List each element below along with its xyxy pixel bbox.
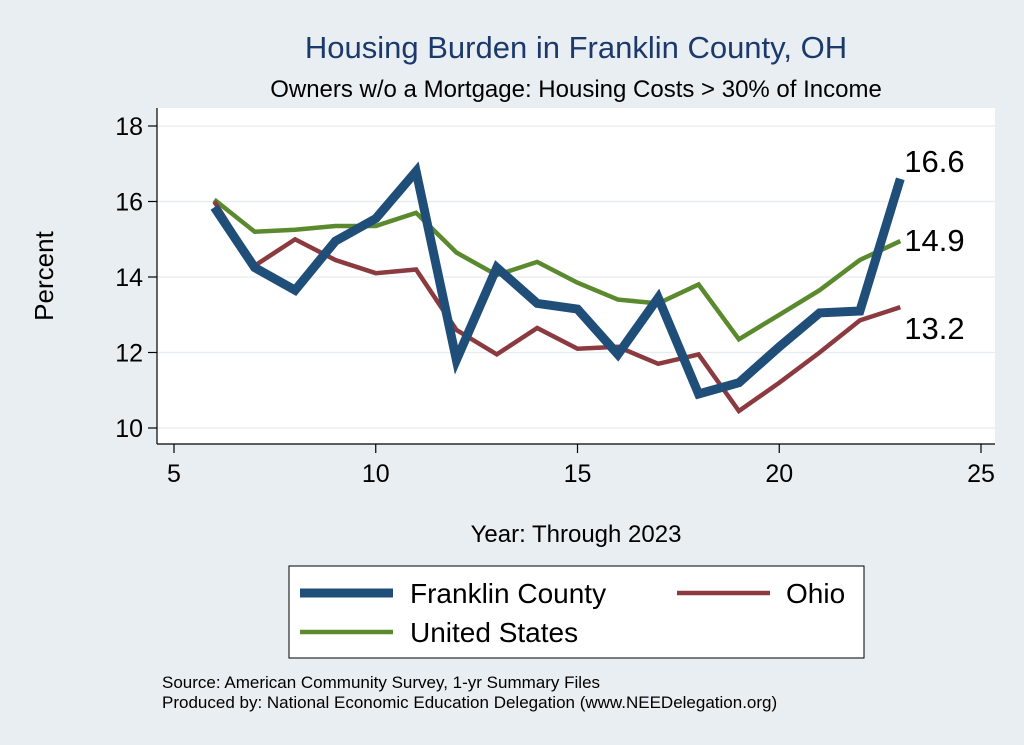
legend-box <box>288 565 865 659</box>
legend-label-united-states: United States <box>410 617 578 648</box>
x-axis-label: Year: Through 2023 <box>471 521 682 548</box>
producer-note: Produced by: National Economic Education… <box>162 693 777 712</box>
grid <box>157 125 995 429</box>
end-label-united-states: 14.9 <box>904 223 964 258</box>
x-tick-label: 15 <box>564 460 592 488</box>
y-axis-label: Percent <box>29 230 59 320</box>
y-tick-label: 12 <box>115 340 143 368</box>
legend-label-franklin-county: Franklin County <box>410 578 606 609</box>
x-tick-label: 5 <box>167 460 181 488</box>
axes: 10 12 14 16 18 5 10 15 20 25 <box>115 108 995 488</box>
series-line-ohio <box>212 200 901 415</box>
y-tick-label: 18 <box>115 113 143 141</box>
x-tick-label: 10 <box>362 460 390 488</box>
series-line-united-states <box>212 197 902 343</box>
chart-title: Housing Burden in Franklin County, OH <box>305 30 847 65</box>
y-tick-label: 14 <box>115 264 143 292</box>
series-line-franklin-county <box>210 161 905 400</box>
end-label-franklin-county: 16.6 <box>904 144 964 179</box>
legend-label-ohio: Ohio <box>786 578 845 609</box>
plot-area <box>157 108 995 444</box>
end-label-ohio: 13.2 <box>904 311 964 346</box>
end-labels: 16.6 13.2 14.9 <box>904 144 964 346</box>
legend: Franklin County Ohio United States <box>288 565 865 659</box>
y-tick-label: 10 <box>115 415 143 443</box>
x-tick-label: 20 <box>765 460 793 488</box>
y-tick-label: 16 <box>115 189 143 217</box>
series-group <box>210 161 905 415</box>
source-note: Source: American Community Survey, 1-yr … <box>162 673 600 692</box>
chart-subtitle: Owners w/o a Mortgage: Housing Costs > 3… <box>270 76 882 103</box>
x-tick-label: 25 <box>967 460 995 488</box>
